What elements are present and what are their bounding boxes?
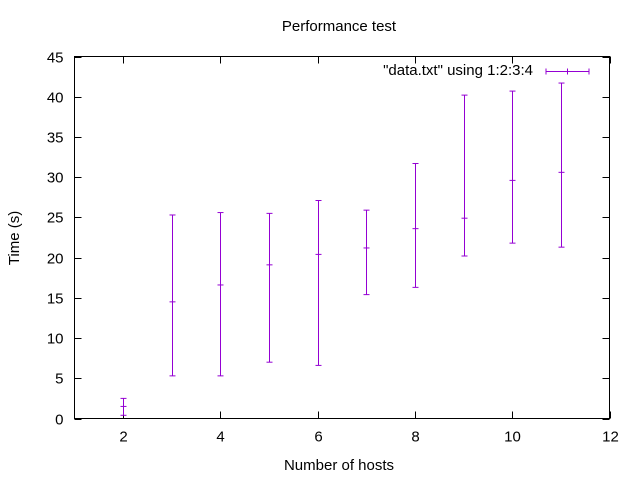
y-tick-label: 0 [55, 412, 63, 429]
legend-label: "data.txt" using 1:2:3:4 [383, 62, 533, 79]
legend-sample [545, 68, 590, 75]
x-tick-label: 12 [602, 429, 619, 446]
y-tick-label: 30 [47, 170, 64, 187]
y-axis-label: Time (s) [6, 211, 23, 265]
plot-frame [74, 56, 610, 419]
y-tick-label: 40 [47, 90, 64, 107]
x-tick-label: 2 [119, 429, 127, 446]
y-tick-label: 25 [47, 210, 64, 227]
y-tick-label: 35 [47, 130, 64, 147]
y-tick-label: 5 [55, 371, 63, 388]
chart-title: Performance test [282, 18, 397, 35]
x-axis-ticks: 2 4 6 8 10 12 [119, 56, 619, 446]
error-bar-series [120, 82, 565, 416]
y-tick-label: 10 [47, 331, 64, 348]
x-tick-label: 4 [216, 429, 224, 446]
x-axis-label: Number of hosts [284, 457, 394, 474]
y-tick-label: 20 [47, 251, 64, 268]
x-tick-label: 6 [314, 429, 322, 446]
y-tick-label: 45 [47, 50, 64, 67]
x-tick-label: 8 [411, 429, 419, 446]
legend: "data.txt" using 1:2:3:4 [383, 62, 590, 79]
y-axis-ticks: 0 5 10 15 20 25 30 35 40 45 [47, 50, 610, 429]
y-tick-label: 15 [47, 291, 64, 308]
x-tick-label: 10 [504, 429, 521, 446]
